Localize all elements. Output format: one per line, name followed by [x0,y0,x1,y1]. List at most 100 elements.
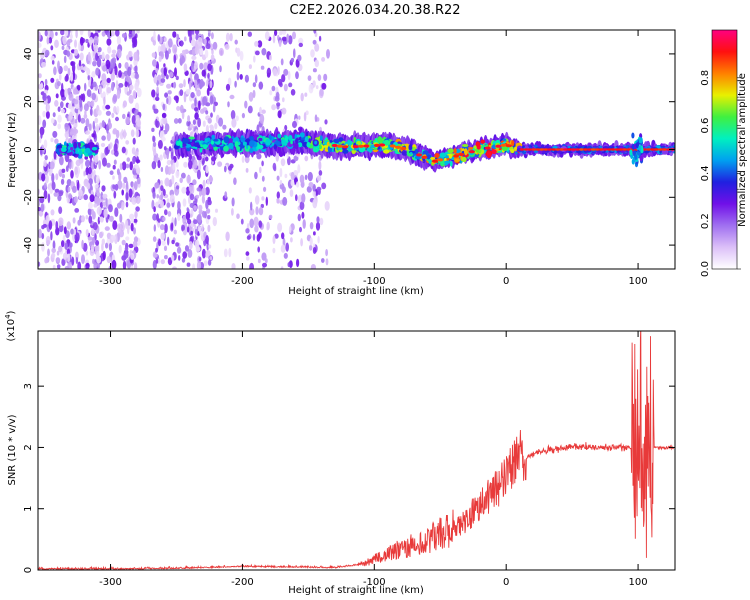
spectrogram-noise-cell [69,33,73,40]
spectrogram-noise-cell [129,161,133,171]
spectrogram-noise-cell [194,239,200,249]
spectrogram-noise-cell [74,166,78,175]
spectrogram-ridge-cell [302,141,308,148]
spectrogram-noise-cell [286,33,290,43]
spectrogram-noise-cell [235,115,239,122]
snr-y-multiplier: (x104) [4,310,17,341]
spectrogram-noise-cell [217,161,223,167]
spectrogram-noise-cell [271,85,276,92]
spectrogram-noise-cell [205,79,209,87]
spectrogram-noise-cell [205,110,209,115]
spectrogram-ridge-cell [181,143,187,147]
spectrogram-noise-cell [272,162,277,171]
spectrogram-noise-cell [167,257,173,266]
spectrogram-noise-cell [91,133,95,138]
spectrogram-noise-cell [105,104,111,110]
spectrogram-noise-cell [256,124,260,133]
spectrogram-peak-cell [337,144,343,148]
spectrogram-ridge-cell [319,135,323,142]
spectrogram-noise-cell [95,183,99,189]
spectrogram-peak-cell [543,148,549,151]
spectrogram-noise-cell [111,49,117,54]
spectrogram-noise-cell [207,63,212,72]
spectrogram-noise-cell [274,30,278,36]
spectrogram-noise-cell [265,196,268,206]
spectrogram-noise-cell [198,100,201,111]
spectrogram-noise-cell [205,43,211,50]
spectrogram-noise-cell [319,217,324,226]
spectrogram-noise-cell [259,113,265,124]
spectrogram-noise-cell [124,246,129,252]
spectrogram-noise-cell [118,62,122,69]
spectrogram-noise-cell [46,103,51,111]
spectrogram-noise-cell [315,85,319,90]
spectrogram-noise-cell [106,38,112,46]
spectrogram-peak-cell [535,148,541,151]
spectrogram-noise-cell [114,65,118,76]
spectrogram-noise-cell [48,37,53,44]
spectrogram-noise-cell [154,182,160,189]
spectrogram-noise-cell [108,143,111,151]
spectrogram-noise-cell [68,162,72,170]
spectrogram-noise-cell [181,49,187,55]
spectrogram-noise-cell [239,74,243,80]
spectrogram-noise-cell [85,250,89,256]
spectrogram-noise-cell [118,244,122,254]
spectrogram-noise-cell [101,185,106,192]
spectrogram-noise-cell [256,153,262,160]
spectrogram-noise-cell [231,118,237,128]
spectrogram-noise-cell [128,243,134,249]
spectrogram-noise-cell [167,211,172,217]
spectrogram-noise-cell [318,160,322,171]
spectrogram-noise-cell [283,83,288,92]
spectrogram-noise-cell [44,49,50,57]
spectrogram-noise-cell [116,202,122,209]
spectrogram-noise-cell [164,50,169,60]
spectrogram-noise-cell [91,92,96,101]
spectrogram-ridge-cell [290,140,293,145]
spectrogram-noise-cell [199,108,205,114]
snr-marks [38,331,675,570]
spectrogram-noise-cell [162,188,166,197]
spectrogram-noise-cell [321,57,326,62]
spectrogram-noise-cell [135,195,141,204]
spectrogram-noise-cell [199,78,204,88]
spectrogram-noise-cell [106,132,111,142]
spectrogram-noise-cell [245,256,250,261]
spectrogram-ridge-cell [78,149,82,156]
spectrogram-ridge-cell [77,142,81,148]
spectrogram-ridge-cell [631,132,635,139]
spectrogram-noise-cell [259,106,262,115]
spectrogram-noise-cell [123,176,128,184]
spectrogram-noise-cell [151,127,155,132]
spectrogram-peak-cell [646,148,651,151]
spectrogram-noise-cell [41,61,47,68]
spectrogram-noise-cell [169,194,175,204]
spectrogram-noise-cell [166,150,169,160]
spectrogram-noise-cell [172,31,177,38]
spectrogram-noise-cell [164,255,168,260]
spectrogram-noise-cell [112,175,115,180]
spectrogram-noise-cell [133,227,136,235]
spectrogram-noise-cell [176,106,181,111]
spectrogram-ridge-cell [273,144,278,150]
spectrogram-noise-cell [101,135,106,141]
spectrogram-noise-cell [99,122,102,129]
spectrogram-noise-cell [189,193,195,201]
spectrogram-noise-cell [130,217,134,224]
spectrogram-noise-cell [165,74,169,80]
spectrogram-noise-cell [287,262,290,267]
snr-x-tick-label: 100 [629,577,648,588]
spectrogram-noise-cell [233,177,237,185]
spectrogram-noise-cell [301,193,306,204]
spectrogram-noise-cell [172,266,177,269]
spectrogram-noise-cell [183,161,188,168]
spectrogram-peak-cell [352,145,359,149]
spectrogram-noise-cell [116,90,121,99]
spectrogram-noise-cell [52,130,58,138]
spectrogram-noise-cell [126,157,131,162]
spectrogram-noise-cell [113,190,117,199]
spectrogram-ridge-cell [454,158,461,162]
spectrogram-ridge-cell [199,148,203,153]
spectrogram-noise-cell [64,131,70,139]
